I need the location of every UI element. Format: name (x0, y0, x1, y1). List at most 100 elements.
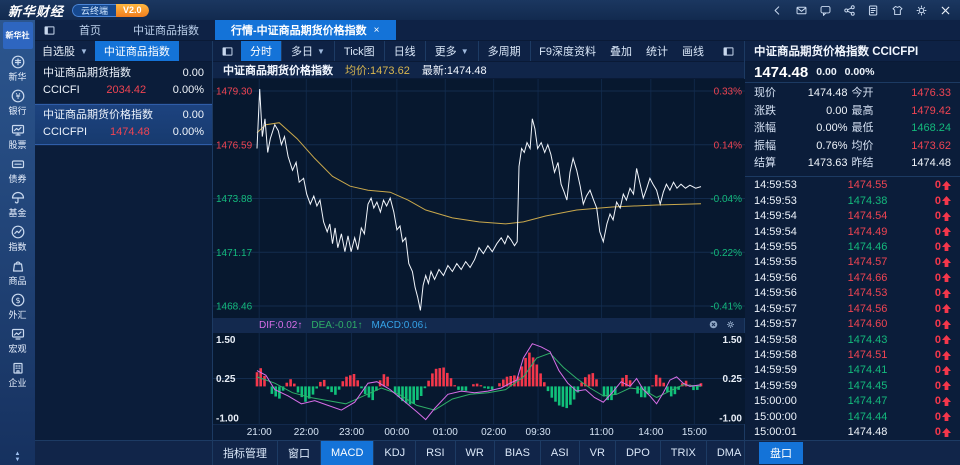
tick-row[interactable]: 14:59:56 1474.53 0 (754, 286, 951, 301)
svg-text:-1.00: -1.00 (216, 414, 239, 425)
svg-text:1468.46: 1468.46 (216, 302, 253, 313)
period-button-Tick图[interactable]: Tick图 (335, 41, 385, 61)
up-arrow-icon (942, 196, 951, 206)
tick-row[interactable]: 14:59:59 1474.45 0 (754, 378, 951, 393)
indicator-button-窗口[interactable]: 窗口 (278, 441, 321, 465)
chart-tool-叠加[interactable]: 叠加 (610, 46, 632, 58)
tab-中证商品指数[interactable]: 中证商品指数 (117, 20, 215, 40)
stat-value: 1479.42 (911, 104, 951, 117)
svg-text:$: $ (15, 296, 20, 305)
mail-icon[interactable] (795, 4, 808, 17)
tick-row[interactable]: 15:00:01 1474.48 0 (754, 425, 951, 440)
indicator-button-DPO[interactable]: DPO (616, 441, 661, 465)
indicator-settings-icon[interactable] (725, 319, 736, 333)
stat-label: 均价 (851, 139, 874, 152)
tab-首页[interactable]: 首页 (63, 20, 117, 40)
sidebar-item-基金[interactable]: 基金 (0, 187, 35, 221)
indicator-button-指标管理[interactable]: 指标管理 (213, 441, 278, 465)
stat-label: 涨幅 (754, 122, 776, 134)
scroll-up-icon[interactable]: ▲ (14, 451, 21, 457)
tick-row[interactable]: 14:59:55 1474.46 0 (754, 239, 951, 254)
sidebar-item-银行[interactable]: ¥ 银行 (0, 85, 35, 119)
tick-row[interactable]: 14:59:53 1474.55 0 (754, 178, 951, 193)
svg-text:1476.59: 1476.59 (216, 140, 253, 151)
tick-row[interactable]: 15:00:00 1474.44 0 (754, 409, 951, 424)
chart-tool-F9深度资料[interactable]: F9深度资料 (539, 46, 596, 58)
last-price: 1474.48 (754, 63, 809, 81)
tick-row[interactable]: 14:59:53 1474.38 0 (754, 193, 951, 208)
panel-collapse-left-icon[interactable] (213, 41, 241, 61)
tick-row[interactable]: 14:59:57 1474.60 0 (754, 316, 951, 331)
panel-collapse-right-icon[interactable] (718, 45, 738, 58)
time-axis-label: 15:00 (681, 427, 707, 438)
intraday-price-chart[interactable]: 1479.30 0.33% 1476.59 0.14% 1473.88 -0.04% 147… (213, 79, 745, 318)
tick-time: 15:00:01 (754, 426, 797, 439)
period-button-多周期[interactable]: 多周期 (479, 41, 531, 61)
scroll-down-icon[interactable]: ▼ (14, 457, 21, 463)
notes-icon[interactable] (867, 4, 880, 17)
sidebar-item-外汇[interactable]: $ 外汇 (0, 289, 35, 323)
sidebar-scroll-arrows[interactable]: ▲ ▼ (15, 451, 21, 465)
tick-row[interactable]: 14:59:57 1474.56 0 (754, 301, 951, 316)
close-icon[interactable] (939, 4, 952, 17)
watchlist-item-CCICFI[interactable]: 中证商品期货指数 0.00 CCICFI 2034.42 0.00% (35, 62, 212, 104)
xinhua-news-emblem[interactable]: 新华社 (2, 22, 33, 49)
stat-label: 最低 (851, 122, 874, 134)
tick-row[interactable]: 14:59:59 1474.41 0 (754, 363, 951, 378)
watchlist-items: 中证商品期货指数 0.00 CCICFI 2034.42 0.00% 中证商品期… (35, 62, 212, 146)
tick-row[interactable]: 14:59:58 1474.43 0 (754, 332, 951, 347)
tick-row[interactable]: 14:59:55 1474.57 0 (754, 255, 951, 270)
indicator-button-MACD[interactable]: MACD (321, 441, 375, 465)
indicator-button-ASI[interactable]: ASI (541, 441, 580, 465)
sidebar-item-债券[interactable]: 债券 (0, 153, 35, 187)
tick-row[interactable]: 15:00:00 1474.47 0 (754, 394, 951, 409)
watchlist-header: 自选股 ▼ 中证商品指数 (35, 41, 212, 62)
indicator-button-KDJ[interactable]: KDJ (374, 441, 417, 465)
tick-row[interactable]: 14:59:56 1474.66 0 (754, 270, 951, 285)
indicator-button-BIAS[interactable]: BIAS (495, 441, 541, 465)
tick-row[interactable]: 14:59:58 1474.51 0 (754, 347, 951, 362)
indicator-button-TRIX[interactable]: TRIX (661, 441, 707, 465)
chat-icon[interactable] (819, 4, 832, 17)
tick-price: 1474.45 (847, 379, 888, 392)
order-book-tab[interactable]: 盘口 (759, 442, 803, 464)
period-button-分时[interactable]: 分时 (241, 41, 282, 61)
sidebar-item-企业[interactable]: 企业 (0, 357, 35, 391)
watchlist-tab-active[interactable]: 中证商品指数 (94, 41, 179, 61)
tick-time: 14:59:55 (754, 256, 797, 269)
watchlist-item-CCICFPI[interactable]: 中证商品期货价格指数 0.00 CCICFPI 1474.48 0.00% (35, 104, 212, 146)
sidebar-items: 新华 ¥ 银行 股票 债券 基金 指数 商品 $ 外汇 宏观 企业 (0, 51, 35, 391)
chart-tool-统计[interactable]: 统计 (646, 46, 668, 58)
tab-close-icon[interactable]: × (373, 24, 380, 36)
sidebar-item-新华[interactable]: 新华 (0, 51, 35, 85)
indicator-button-WR[interactable]: WR (456, 441, 495, 465)
tick-row[interactable]: 14:59:54 1474.54 0 (754, 208, 951, 223)
sidebar-item-宏观[interactable]: 宏观 (0, 323, 35, 357)
skin-icon[interactable] (891, 4, 904, 17)
gear-icon[interactable] (915, 4, 928, 17)
period-button-更多[interactable]: 更多 ▼ (426, 41, 479, 61)
sidebar-item-指数[interactable]: 指数 (0, 221, 35, 255)
period-button-日线[interactable]: 日线 (385, 41, 426, 61)
indicator-button-RSI[interactable]: RSI (416, 441, 456, 465)
chevron-left-icon[interactable] (771, 4, 784, 17)
tick-price: 1474.55 (847, 179, 888, 192)
chart-tool-画线[interactable]: 画线 (682, 46, 704, 58)
sidebar-item-商品[interactable]: 商品 (0, 255, 35, 289)
stat-label: 振幅 (754, 139, 776, 152)
window-layout-icon[interactable] (35, 20, 63, 40)
sidebar-item-股票[interactable]: 股票 (0, 119, 35, 153)
stat-value: 1474.48 (911, 157, 951, 169)
tick-row[interactable]: 14:59:54 1474.49 0 (754, 224, 951, 239)
tick-price: 1474.66 (847, 271, 888, 284)
share-icon[interactable] (843, 4, 856, 17)
tab-行情-中证商品期货价格指数[interactable]: 行情-中证商品期货价格指数 × (215, 20, 396, 40)
indicator-close-icon[interactable] (708, 319, 719, 333)
watchlist-group-dropdown[interactable]: 自选股 ▼ (35, 41, 95, 61)
svg-text:¥: ¥ (15, 92, 20, 101)
period-button-多日[interactable]: 多日 ▼ (282, 41, 335, 61)
indicator-button-VR[interactable]: VR (580, 441, 616, 465)
tick-price: 1474.57 (847, 256, 888, 269)
macd-indicator-chart[interactable]: 1.50 1.50 0.25 0.25 -1.00 -1.00 (213, 333, 745, 425)
content-columns: 自选股 ▼ 中证商品指数 中证商品期货指数 0.00 CCICFI 2034.4… (35, 41, 960, 465)
